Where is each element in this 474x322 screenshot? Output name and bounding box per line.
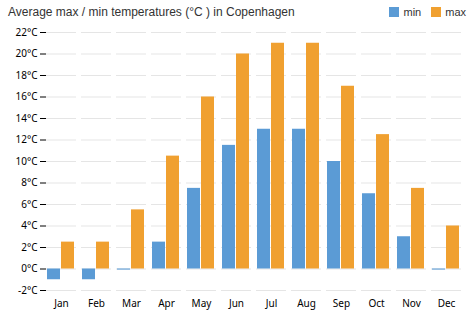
html-text:Average max / min temperatures: Average max / min temperatures (°C ) in … [8, 5, 295, 19]
svg-text:Dec: Dec [438, 296, 456, 310]
svg-text:12°C: 12°C [15, 132, 38, 146]
svg-text:0°C: 0°C [21, 261, 38, 275]
svg-text:Aug: Aug [297, 296, 316, 310]
svg-text:-2°C: -2°C [18, 283, 38, 297]
svg-text:10°C: 10°C [15, 154, 38, 168]
svg-text:Nov: Nov [402, 296, 421, 310]
svg-text:May: May [192, 296, 213, 310]
svg-text:2°C: 2°C [21, 240, 38, 254]
svg-text:Sep: Sep [333, 296, 350, 310]
svg-text:22°C: 22°C [15, 25, 38, 39]
svg-text:Oct: Oct [368, 296, 385, 310]
svg-text:Jul: Jul [265, 296, 278, 310]
html-text:min: min [403, 6, 422, 18]
svg-text:8°C: 8°C [21, 175, 38, 189]
svg-text:Mar: Mar [122, 296, 141, 310]
svg-text:20°C: 20°C [15, 46, 38, 60]
svg-text:6°C: 6°C [21, 197, 38, 211]
svg-text:14°C: 14°C [15, 111, 38, 125]
svg-text:4°C: 4°C [21, 218, 38, 232]
html-text:max: max [445, 6, 466, 18]
svg-text:18°C: 18°C [15, 68, 38, 82]
svg-text:Jun: Jun [228, 296, 244, 310]
svg-text:16°C: 16°C [15, 89, 38, 103]
svg-text:Jan: Jan [53, 296, 69, 310]
svg-text:Feb: Feb [88, 296, 105, 310]
svg-text:Apr: Apr [158, 296, 175, 310]
